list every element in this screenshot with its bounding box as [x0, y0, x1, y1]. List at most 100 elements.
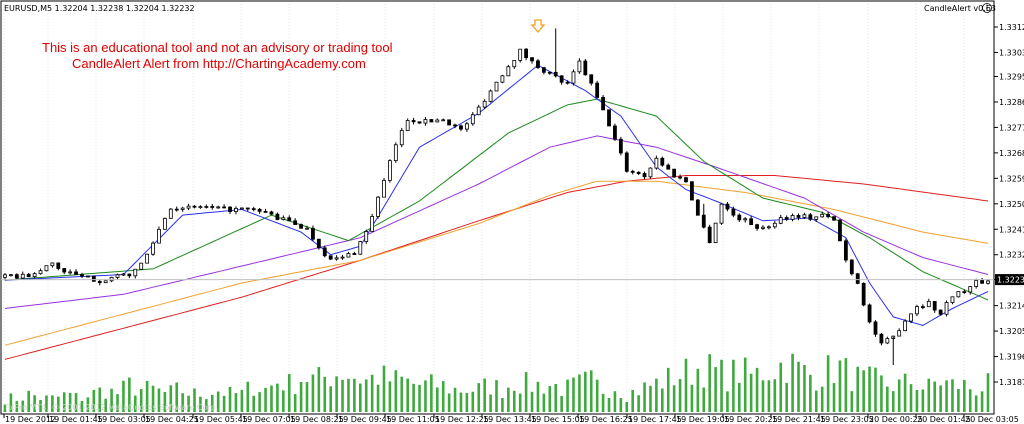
candle-body — [897, 330, 902, 337]
x-tick-label: 19 Dec 09:45 — [338, 415, 392, 424]
candle-body — [796, 215, 801, 218]
candle-body — [186, 205, 191, 209]
volume-bar — [797, 361, 800, 412]
candle-body — [316, 238, 321, 249]
candle-body — [690, 181, 694, 201]
candle-body — [80, 274, 84, 277]
candle-body — [470, 114, 475, 125]
volume-bar — [370, 374, 374, 412]
candle-body — [222, 206, 227, 209]
volume-bar — [512, 390, 516, 412]
volume-bar — [27, 390, 30, 412]
candle-body — [263, 210, 268, 213]
volume-bar — [945, 380, 948, 412]
x-tick-label: 19 Dec 01:45 — [49, 415, 103, 424]
candle-body — [115, 274, 120, 278]
ma-purple-line — [4, 135, 989, 309]
y-tick-label: 1.32140 — [999, 302, 1024, 311]
candle-body — [204, 206, 209, 208]
volume-bar — [335, 376, 338, 412]
volume-bar — [980, 391, 984, 412]
volume-bar — [968, 389, 972, 412]
candle-body — [435, 119, 440, 123]
candle-body — [838, 219, 842, 242]
candle-body — [915, 306, 919, 315]
candle-body — [642, 173, 647, 178]
candle-body — [370, 216, 375, 232]
volume-bar — [376, 384, 380, 412]
volume-bar — [542, 393, 546, 412]
volume-bar — [820, 386, 824, 412]
volume-bar — [856, 366, 860, 412]
volume-bar — [216, 391, 220, 412]
volume-bar — [74, 392, 78, 412]
volume-bar — [631, 389, 634, 412]
candle-body — [909, 313, 913, 322]
candle-body — [583, 60, 588, 76]
x-tick-label: 19 Dec 13:45 — [483, 415, 537, 424]
volume-bar — [329, 386, 332, 412]
candle-body — [944, 302, 949, 315]
x-tick-label: 19 Dec 03:05 — [97, 415, 151, 424]
candle-body — [565, 81, 570, 84]
y-tick-label: 1.32410 — [999, 225, 1024, 234]
candle-body — [713, 222, 718, 244]
volume-bar — [643, 382, 646, 412]
volume-bar — [578, 374, 581, 412]
candle-body — [980, 280, 984, 284]
volume-bar — [791, 353, 794, 412]
candle-body — [725, 203, 730, 210]
candle-body — [228, 206, 232, 212]
volume-bar — [779, 362, 783, 412]
volume-bar — [909, 384, 913, 412]
x-tick-label: 19 Dec 04:25 — [145, 415, 199, 424]
volume-bar — [850, 391, 854, 412]
volume-bar — [264, 387, 267, 412]
volume-bar — [957, 389, 960, 412]
candle-body — [68, 271, 73, 274]
source-note: CandleAlert Alert from http://ChartingAc… — [72, 56, 366, 71]
volume-bar — [548, 386, 552, 412]
volume-bar — [838, 360, 842, 412]
candle-body — [62, 268, 67, 273]
volume-bar — [678, 379, 682, 412]
y-tick-label: 1.31870 — [999, 378, 1024, 387]
current-price-label: 1.32232 — [997, 276, 1024, 285]
candle-body — [162, 217, 167, 230]
volume-bar — [518, 393, 522, 412]
x-tick-label: 19 Dec 08:25 — [290, 415, 344, 424]
volume-bar — [222, 395, 226, 412]
volume-bar — [874, 367, 877, 412]
y-axis: 1.33125 1.33035 1.32950 1.32860 1.32770 1.326… — [994, 23, 1024, 387]
volume-bar — [145, 380, 149, 412]
candle-body — [358, 241, 363, 255]
y-tick-label: 1.32590 — [999, 174, 1024, 183]
candle-body — [44, 265, 49, 272]
volume-bar — [501, 397, 504, 412]
candle-body — [654, 157, 659, 169]
volume-bar — [785, 382, 788, 412]
candle-body — [97, 280, 102, 284]
volume-bar — [9, 393, 13, 412]
x-tick-label: 19 Dec 12:25 — [435, 415, 489, 424]
volume-bar — [305, 382, 309, 412]
volume-bar — [903, 373, 907, 412]
volume-bar — [270, 385, 273, 412]
info-icon[interactable] — [982, 3, 992, 13]
candle-body — [352, 253, 357, 255]
candle-body — [91, 275, 96, 282]
candle-body — [482, 100, 487, 108]
candle-body — [974, 280, 979, 287]
candle-body — [885, 338, 890, 344]
volume-bar — [584, 371, 587, 412]
candle-body — [388, 160, 392, 181]
candle-body — [488, 90, 493, 102]
volume-bar — [832, 383, 836, 412]
volume-bar — [749, 373, 753, 412]
candle-body — [571, 71, 576, 84]
candle-body — [547, 71, 552, 74]
candle-body — [920, 306, 925, 309]
x-tick-label: 19 Dec 15:05 — [531, 415, 585, 424]
volume-bar — [554, 384, 558, 412]
volume-bar — [418, 384, 421, 412]
